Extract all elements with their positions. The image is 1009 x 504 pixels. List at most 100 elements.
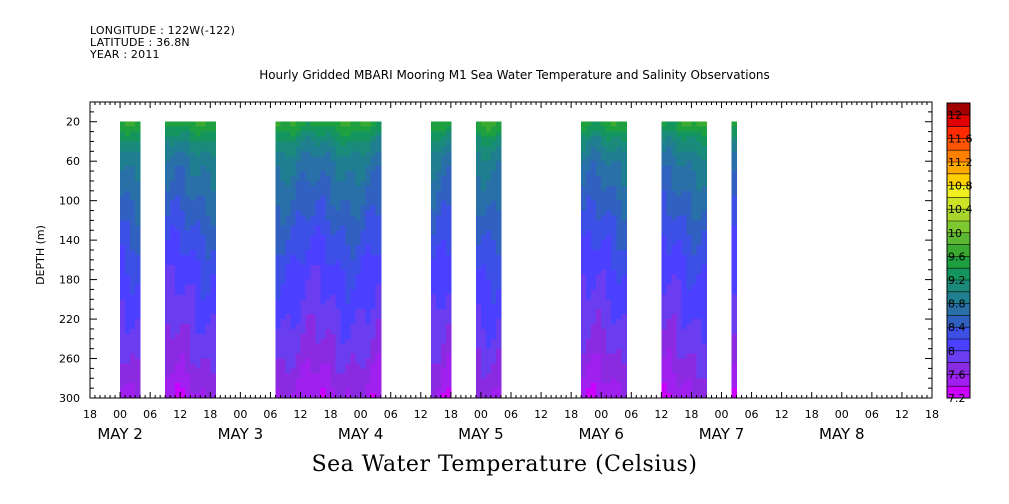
heatmap-cell	[616, 185, 622, 192]
heatmap-cell	[581, 368, 587, 374]
heatmap-cell	[490, 363, 497, 369]
heatmap-cell	[586, 176, 592, 182]
heatmap-cell	[370, 269, 377, 276]
heatmap-cell	[345, 235, 352, 241]
heatmap-cell	[686, 146, 693, 152]
colorbar-swatch	[947, 268, 970, 281]
heatmap-cell	[305, 185, 312, 192]
heatmap-cell	[606, 141, 612, 147]
heatmap-cell	[120, 121, 126, 128]
x-tick-label: 00	[594, 408, 608, 421]
heatmap-cell	[596, 131, 602, 138]
heatmap-cell	[676, 195, 682, 202]
heatmap-cell	[581, 210, 587, 217]
heatmap-cell	[335, 284, 342, 291]
heatmap-cell	[370, 205, 377, 212]
heatmap-cell	[165, 136, 171, 143]
x-tick-label: 18	[805, 408, 819, 421]
heatmap-cell	[440, 353, 447, 360]
heatmap-cell	[335, 348, 342, 355]
heatmap-cell	[621, 215, 627, 221]
heatmap-cell	[185, 146, 191, 152]
heatmap-cell	[485, 195, 492, 202]
heatmap-cell	[686, 250, 693, 256]
heatmap-cell	[190, 205, 196, 212]
heatmap-cell	[440, 254, 447, 261]
heatmap-cell	[671, 136, 677, 143]
heatmap-cell	[586, 235, 592, 241]
heatmap-cell	[330, 171, 337, 177]
heatmap-cell	[285, 259, 292, 266]
heatmap-cell	[310, 180, 317, 187]
heatmap-cell	[355, 161, 362, 167]
heatmap-cell	[275, 309, 282, 315]
heatmap-cell	[205, 210, 211, 217]
heatmap-cell	[586, 225, 592, 231]
heatmap-cell	[340, 180, 347, 187]
heatmap-cell	[611, 240, 617, 246]
heatmap-cell	[490, 180, 497, 187]
heatmap-cell	[661, 146, 667, 152]
heatmap-cell	[185, 328, 191, 335]
heatmap-cell	[300, 141, 307, 147]
heatmap-cell	[350, 146, 357, 152]
heatmap-cell	[601, 151, 607, 157]
heatmap-cell	[480, 254, 487, 261]
heatmap-cell	[285, 274, 292, 281]
heatmap-cell	[125, 363, 131, 369]
heatmap-cell	[340, 146, 347, 152]
heatmap-cell	[200, 333, 206, 340]
heatmap-cell	[195, 250, 201, 256]
heatmap-cell	[275, 225, 282, 231]
heatmap-cell	[581, 240, 587, 246]
heatmap-cell	[681, 264, 688, 271]
heatmap-cell	[205, 250, 211, 256]
heatmap-cell	[360, 205, 367, 212]
heatmap-cell	[611, 126, 617, 133]
heatmap-cell	[435, 338, 442, 345]
heatmap-cell	[325, 309, 332, 315]
heatmap-cell	[130, 274, 136, 281]
heatmap-cell	[335, 274, 342, 281]
heatmap-cell	[440, 185, 447, 192]
heatmap-cell	[671, 383, 677, 389]
heatmap-cell	[365, 314, 372, 320]
heatmap-cell	[295, 264, 302, 271]
heatmap-cell	[430, 240, 437, 246]
heatmap-cell	[360, 166, 367, 172]
heatmap-cell	[165, 215, 171, 221]
heatmap-cell	[195, 299, 201, 305]
heatmap-cell	[135, 136, 141, 143]
heatmap-cell	[601, 225, 607, 231]
heatmap-cell	[200, 353, 206, 360]
heatmap-cell	[591, 269, 597, 276]
heatmap-cell	[185, 259, 191, 266]
heatmap-cell	[310, 235, 317, 241]
heatmap-cell	[125, 324, 131, 330]
heatmap-cell	[290, 358, 297, 365]
heatmap-cell	[485, 383, 492, 389]
heatmap-cell	[335, 230, 342, 236]
heatmap-cell	[340, 289, 347, 295]
heatmap-cell	[370, 343, 377, 350]
heatmap-cell	[335, 220, 342, 226]
heatmap-cell	[686, 304, 693, 310]
heatmap-cell	[606, 304, 612, 310]
heatmap-cell	[686, 254, 693, 261]
heatmap-cell	[315, 309, 322, 315]
heatmap-cell	[435, 215, 442, 221]
heatmap-cell	[170, 210, 176, 217]
heatmap-cell	[125, 220, 131, 226]
heatmap-cell	[586, 180, 592, 187]
heatmap-cell	[320, 210, 327, 217]
heatmap-cell	[310, 220, 317, 226]
heatmap-cell	[440, 393, 447, 399]
heatmap-cell	[495, 250, 502, 256]
heatmap-cell	[295, 166, 302, 172]
heatmap-cell	[691, 348, 698, 355]
heatmap-cell	[290, 166, 297, 172]
heatmap-cell	[300, 324, 307, 330]
heatmap-cell	[355, 353, 362, 360]
heatmap-cell	[200, 210, 206, 217]
plot-frame	[89, 101, 933, 399]
